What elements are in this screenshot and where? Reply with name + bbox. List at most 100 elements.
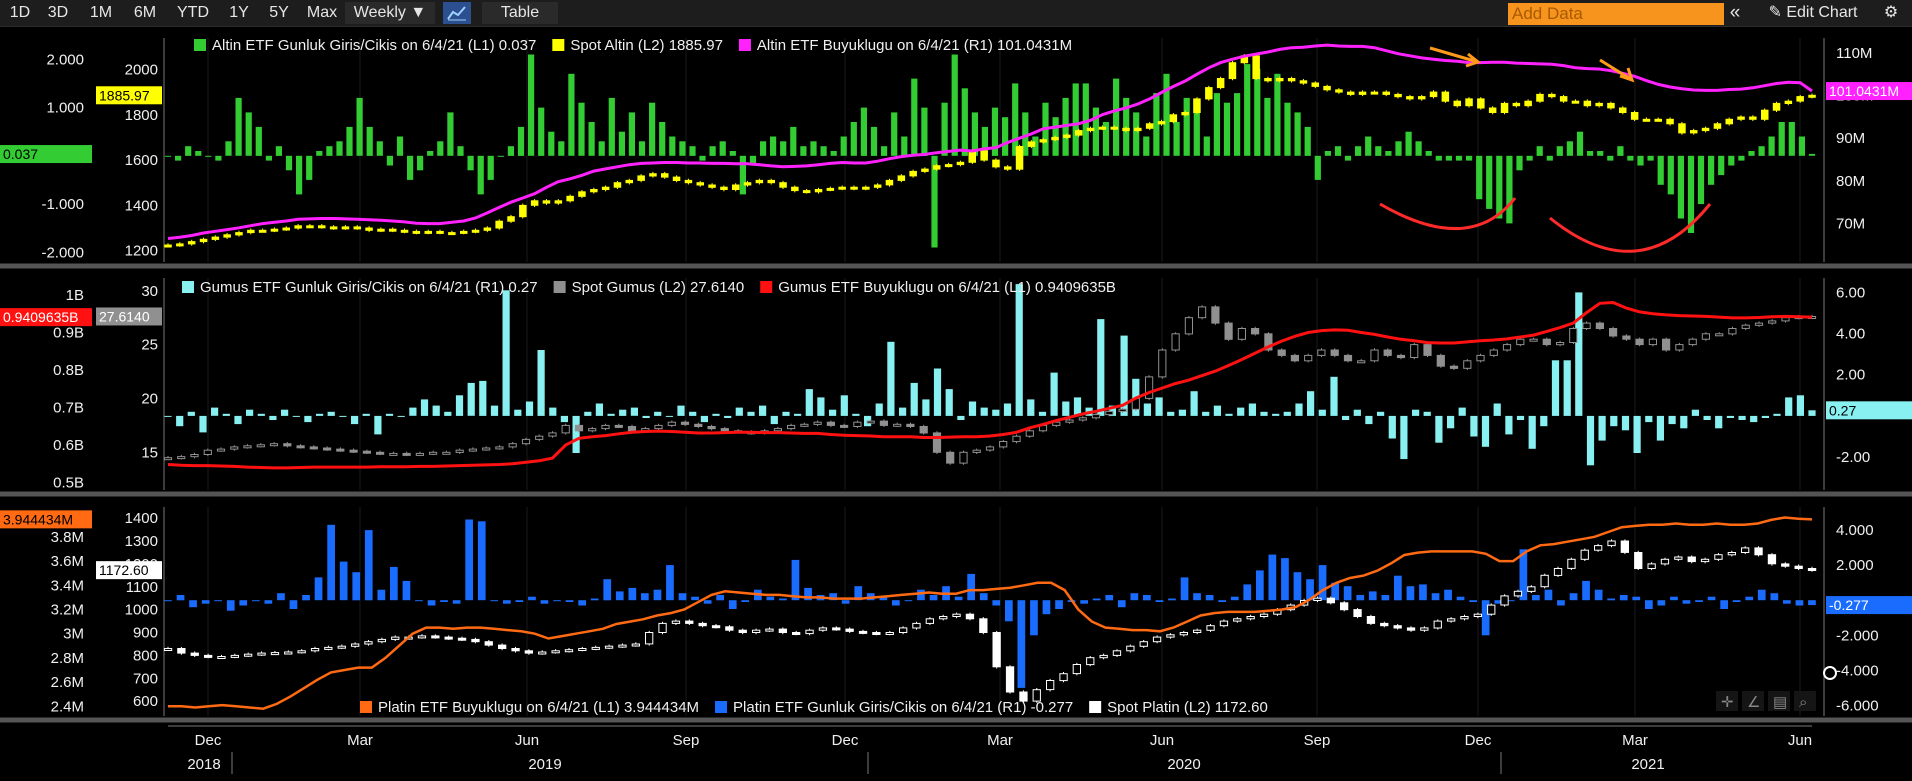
plat-flow-tag: -0.277	[1829, 597, 1869, 613]
silver-spot-candle	[667, 421, 676, 426]
period-button-1y[interactable]: 1Y	[229, 4, 249, 21]
gold-spot-candle	[980, 150, 988, 161]
gold-flow-bar	[265, 155, 272, 161]
line-chart-icon[interactable]	[443, 2, 471, 24]
silver-flow-tag-bg	[1826, 401, 1912, 420]
x-month-label: Sep	[1304, 732, 1331, 749]
silver-spot-candle	[482, 447, 491, 451]
gold-spot-candle	[211, 236, 220, 240]
plat-r1-tick: -4.000	[1836, 662, 1879, 679]
gold-spot-candle	[1772, 102, 1781, 111]
plat-flow-bar	[992, 600, 1001, 606]
period-button-max[interactable]: Max	[306, 4, 338, 21]
silver-spot-candle	[1383, 349, 1392, 356]
plat-flow-bar	[327, 524, 335, 601]
plat-flow-bar	[252, 600, 260, 602]
legend-item-1: Spot Gumus (L2) 27.6140	[572, 279, 745, 296]
plat-spot-candle	[1353, 609, 1362, 617]
silver-flow-bar	[1668, 415, 1676, 425]
plat-flow-bar	[615, 591, 624, 601]
silver-flow-bar	[595, 403, 603, 416]
gold-flow-bar	[1516, 155, 1523, 171]
gold-flow-bar	[840, 136, 847, 156]
gold-spot-candle	[696, 182, 704, 186]
add-data-input[interactable]	[1508, 3, 1724, 25]
plat-flow-bar	[189, 600, 197, 608]
silver-flow-bar	[1283, 411, 1291, 416]
gold-flow-bar	[1375, 146, 1382, 156]
period-button-5y[interactable]: 5Y	[269, 4, 289, 21]
gold-flow-bar	[1466, 155, 1473, 161]
edit-chart-button[interactable]: ✎ Edit Chart	[1754, 2, 1872, 24]
table-button[interactable]: Table	[482, 2, 558, 24]
plat-flow-bar	[1757, 589, 1766, 601]
period-button-3d[interactable]: 3D	[47, 4, 69, 21]
silver-flow-bar	[700, 415, 708, 423]
plat-spot-candle	[190, 652, 199, 656]
plat-flow-bar	[440, 600, 448, 602]
gold-spot-candle	[412, 230, 421, 234]
silver-spot-candle	[1449, 365, 1459, 369]
gold-spot-candle	[1524, 100, 1532, 107]
silver-flow-bar	[992, 409, 1000, 416]
period-button-1d[interactable]: 1D	[9, 4, 31, 21]
silver-flow-bar	[875, 403, 883, 416]
gold-flow-bar	[628, 112, 635, 156]
gold-spot-candle	[1228, 62, 1237, 80]
silver-spot-candle	[1396, 354, 1406, 359]
plat-flow-bar	[553, 600, 561, 602]
gold-spot-candle	[1145, 123, 1154, 129]
silver-flow-bar	[1038, 411, 1047, 416]
silver-spot-candle	[548, 432, 557, 437]
collapse-icon[interactable]: «	[1729, 2, 1741, 23]
plat-spot-candle	[591, 646, 600, 650]
period-button-1m[interactable]: 1M	[89, 4, 113, 21]
period-button-ytd[interactable]: YTD	[177, 4, 209, 21]
period-button-6m[interactable]: 6M	[133, 4, 157, 21]
plat-spot-candle	[1687, 556, 1696, 563]
gold-flow-bar	[1365, 136, 1372, 156]
gold-flow-bar	[1788, 122, 1795, 156]
gold-flow-bar	[1294, 112, 1301, 156]
gold-spot-candle	[933, 165, 941, 170]
frequency-dropdown[interactable]: Weekly ▼	[345, 2, 435, 24]
plat-spot-candle	[524, 650, 534, 654]
gold-spot-candle	[956, 161, 965, 166]
plat-flow-bar	[1281, 558, 1289, 601]
legend-swatch-1	[715, 701, 728, 713]
plat-flow-bar	[1406, 586, 1415, 601]
silver-flow-bar	[1307, 391, 1315, 416]
gear-icon[interactable]: ⚙	[1883, 4, 1899, 21]
plat-spot-candle	[1513, 590, 1523, 597]
gold-flow-bar	[1768, 136, 1775, 156]
plat-spot-candle	[1366, 616, 1376, 624]
gold-spot-tag: 1885.97	[99, 87, 150, 103]
silver-flow-bar	[1353, 409, 1361, 416]
plat-flow-bar	[979, 593, 988, 601]
gold-flow-bar	[1728, 155, 1735, 166]
gold-flow-bar	[981, 126, 988, 156]
silver-flow-bar	[584, 411, 592, 416]
plat-spot-candle	[1594, 545, 1603, 551]
plat-spot-candle	[1460, 616, 1469, 620]
gold-flow-bar	[760, 141, 767, 156]
gold-flow-bar	[931, 155, 938, 248]
silver-spot-candle	[946, 451, 955, 464]
gold-spot-candle	[1619, 107, 1627, 113]
silver-spot-candle	[972, 449, 981, 453]
silver-spot-candle	[1410, 344, 1419, 359]
gold-flow-bar	[538, 107, 545, 156]
plat-spot-candle	[711, 625, 721, 629]
silver-flow-bar	[1750, 415, 1758, 423]
plat-flow-bar	[1105, 595, 1114, 601]
plat-flow-bar	[904, 600, 913, 602]
gold-spot-candle	[1086, 127, 1095, 132]
silver-spot-candle	[1145, 376, 1154, 399]
silver-flow-bar	[689, 411, 697, 416]
silver-flow-bar	[805, 389, 813, 416]
silver-flow-bar	[339, 415, 347, 417]
gold-spot-candle	[661, 173, 669, 178]
plat-spot-candle	[1714, 554, 1723, 560]
silver-spot-candle	[402, 452, 411, 456]
silver-spot-candle	[1556, 342, 1565, 346]
